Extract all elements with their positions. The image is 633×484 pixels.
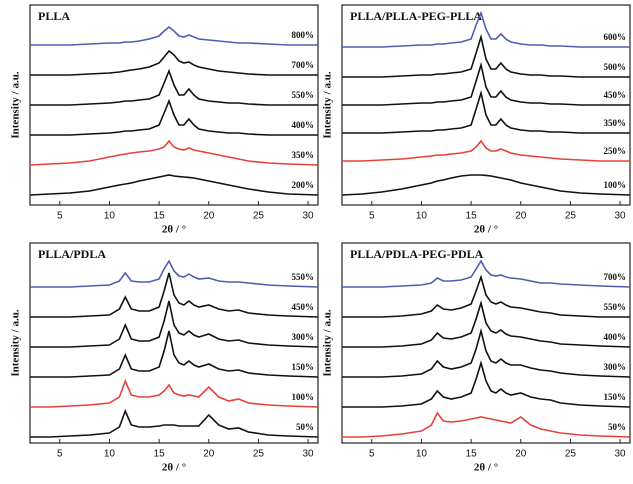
x-axis-label: 2θ / ° xyxy=(474,224,498,236)
xrd-curve xyxy=(342,259,631,288)
curve-label: 550% xyxy=(292,90,315,100)
curve-label: 50% xyxy=(608,422,626,432)
x-tick-label: 15 xyxy=(154,211,166,222)
curve-label: 500% xyxy=(604,62,627,72)
plot-frame xyxy=(29,242,319,444)
xrd-curve xyxy=(341,174,631,196)
y-axis-label: Intensity / a.u. xyxy=(322,71,334,138)
x-tick-label: 30 xyxy=(615,211,627,222)
xrd-curve xyxy=(30,98,318,136)
curve-label: 400% xyxy=(604,332,627,342)
curve-label: 100% xyxy=(292,392,315,402)
x-tick-label: 10 xyxy=(104,211,116,222)
x-tick-label: 25 xyxy=(253,211,265,222)
curve-label: 800% xyxy=(292,30,315,40)
curve-label: 450% xyxy=(604,90,627,100)
x-tick-label: 20 xyxy=(515,211,527,222)
xrd-curve xyxy=(342,89,630,134)
curve-label: 250% xyxy=(604,146,627,156)
xrd-curve xyxy=(342,300,631,348)
xrd-curve xyxy=(30,408,319,438)
curve-label: 300% xyxy=(292,332,315,342)
xrd-curve xyxy=(342,33,630,78)
x-tick-label: 5 xyxy=(369,211,375,222)
curve-label: 100% xyxy=(604,180,627,190)
x-tick-label: 15 xyxy=(466,449,478,460)
xrd-curve xyxy=(30,68,318,106)
xrd-curve xyxy=(30,272,319,318)
curve-label: 550% xyxy=(604,302,627,312)
xrd-curve xyxy=(342,61,630,106)
curve-label: 350% xyxy=(604,118,627,128)
curve-label: 200% xyxy=(292,180,315,190)
curve-label: 150% xyxy=(604,392,627,402)
x-tick-label: 5 xyxy=(57,211,63,222)
xrd-curve xyxy=(30,259,319,288)
curve-label: 150% xyxy=(292,362,315,372)
x-axis-label: 2θ / ° xyxy=(162,462,186,474)
xrd-curve xyxy=(30,25,318,46)
x-tick-label: 5 xyxy=(57,449,63,460)
panel-title: PLLA/PDLA xyxy=(38,247,106,261)
x-tick-label: 20 xyxy=(203,211,215,222)
x-tick-label: 30 xyxy=(615,449,627,460)
curve-label: 300% xyxy=(604,362,627,372)
xrd-curve xyxy=(342,139,630,162)
x-axis-label: 2θ / ° xyxy=(162,224,186,236)
plot-frame xyxy=(341,242,631,444)
curve-label: 400% xyxy=(292,120,315,130)
x-tick-label: 25 xyxy=(565,211,577,222)
y-axis-label: Intensity / a.u. xyxy=(10,309,22,376)
y-axis-label: Intensity / a.u. xyxy=(10,71,22,138)
x-tick-label: 15 xyxy=(154,449,166,460)
x-tick-label: 5 xyxy=(369,449,375,460)
xrd-curve xyxy=(342,411,631,438)
xrd-curve xyxy=(30,300,319,348)
curve-label: 700% xyxy=(292,60,315,70)
x-tick-label: 20 xyxy=(203,449,215,460)
panel-title: PLLA/PDLA-PEG-PDLA xyxy=(350,247,484,261)
xrd-curve xyxy=(30,378,319,408)
panel-title: PLLA/PLLA-PEG-PLLA xyxy=(350,9,482,23)
curve-label: 600% xyxy=(604,32,627,42)
xrd-curve xyxy=(29,139,319,166)
x-tick-label: 25 xyxy=(565,449,577,460)
x-tick-label: 10 xyxy=(104,449,116,460)
x-tick-label: 30 xyxy=(303,449,315,460)
xrd-curve xyxy=(342,327,631,378)
curve-label: 50% xyxy=(296,422,314,432)
x-tick-label: 10 xyxy=(416,211,428,222)
xrd-curve xyxy=(342,10,630,48)
x-tick-label: 20 xyxy=(515,449,527,460)
xrd-curve xyxy=(29,174,319,196)
panel-title: PLLA xyxy=(38,9,70,23)
curve-label: 550% xyxy=(292,272,315,282)
curve-label: 350% xyxy=(292,150,315,160)
x-axis-label: 2θ / ° xyxy=(474,462,498,474)
xrd-curve xyxy=(342,360,631,408)
xrd-curve xyxy=(342,274,630,318)
x-tick-label: 10 xyxy=(416,449,428,460)
curve-label: 700% xyxy=(604,272,627,282)
xrd-curve xyxy=(30,49,318,76)
xrd-curve xyxy=(30,330,319,378)
x-tick-label: 30 xyxy=(303,211,315,222)
curve-label: 450% xyxy=(292,302,315,312)
x-tick-label: 15 xyxy=(466,211,478,222)
y-axis-label: Intensity / a.u. xyxy=(322,309,334,376)
x-tick-label: 25 xyxy=(253,449,265,460)
